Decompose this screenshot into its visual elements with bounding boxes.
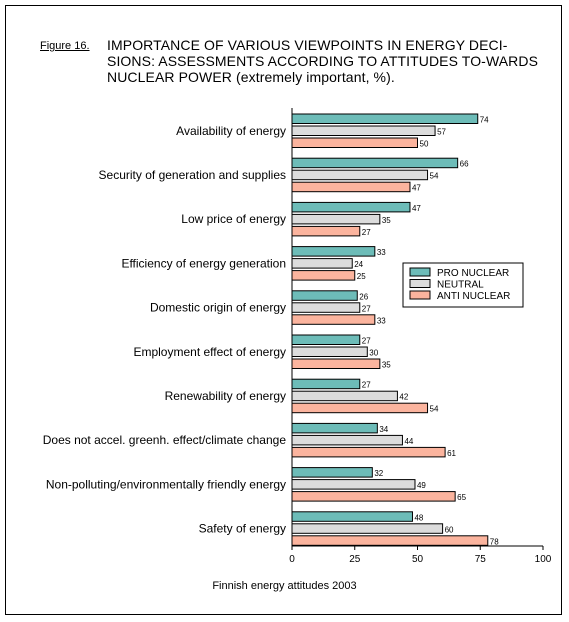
data-label: 54	[430, 172, 439, 181]
bar-pro	[291, 467, 373, 478]
x-tick-label: 50	[412, 554, 424, 565]
bar-neutral	[291, 169, 429, 181]
bar-anti	[291, 225, 361, 237]
bar-pro	[291, 511, 413, 522]
category-label: Non-polluting/environmentally friendly e…	[46, 477, 286, 491]
bar-neutral	[291, 523, 444, 534]
category-label: Availability of energy	[176, 124, 286, 138]
data-label: 34	[379, 425, 388, 434]
bars-layer: Availability of energy 74 57 50 Security of …	[43, 113, 499, 546]
bar-pro	[291, 201, 411, 213]
bar-pro	[291, 378, 361, 390]
bar-neutral	[291, 390, 398, 402]
data-label: 42	[399, 393, 408, 402]
figure-frame	[5, 5, 562, 615]
data-label: 60	[445, 525, 454, 534]
figure-label: Figure 16.	[40, 40, 90, 52]
legend-swatch-neutral	[409, 279, 431, 288]
bar-neutral	[291, 258, 353, 269]
data-label: 47	[412, 184, 421, 193]
bar-neutral	[291, 346, 368, 357]
data-label: 24	[354, 260, 363, 269]
data-label: 32	[374, 469, 383, 478]
bar-pro	[291, 157, 459, 169]
bar-neutral	[291, 213, 381, 225]
bar-anti	[291, 535, 489, 546]
data-label: 48	[414, 513, 423, 522]
category-label: Low price of energy	[181, 212, 286, 226]
bar-anti	[291, 137, 418, 148]
legend-label: ANTI NUCLEAR	[437, 291, 510, 302]
bar-anti	[291, 446, 446, 458]
data-label: 61	[447, 449, 456, 458]
data-label: 33	[377, 316, 386, 325]
source-note: Finnish energy attitudes 2003	[212, 580, 357, 592]
legend-swatch-pro	[409, 267, 431, 277]
data-label: 47	[412, 204, 421, 213]
legend-swatch-anti	[409, 290, 431, 300]
bar-pro	[291, 113, 479, 124]
data-label: 25	[357, 272, 366, 281]
x-tick-label: 0	[289, 554, 295, 565]
data-label: 78	[490, 537, 499, 546]
bar-anti	[291, 491, 456, 502]
data-label: 27	[362, 304, 371, 313]
x-axis: 0 25 50 75 100	[289, 108, 552, 565]
x-tick-label: 100	[535, 554, 552, 565]
bar-neutral	[291, 302, 361, 313]
bar-pro	[291, 290, 358, 301]
bar-anti	[291, 314, 376, 325]
data-label: 27	[362, 228, 371, 237]
category-label: Safety of energy	[199, 522, 286, 536]
category-label: Domestic origin of energy	[150, 301, 286, 315]
data-label: 27	[362, 337, 371, 346]
data-label: 30	[369, 349, 378, 358]
chart-title: IMPORTANCE OF VARIOUS VIEWPOINTS IN ENER…	[107, 37, 539, 85]
legend-label: PRO NUCLEAR	[437, 268, 509, 279]
bar-anti	[291, 402, 429, 414]
bar-pro	[291, 246, 376, 257]
data-label: 35	[382, 216, 391, 225]
data-label: 26	[359, 292, 368, 301]
legend-label: NEUTRAL	[437, 280, 484, 291]
data-label: 35	[382, 361, 391, 370]
category-label: Does not accel. greenh. effect/climate c…	[43, 433, 287, 447]
category-label: Efficiency of energy generation	[121, 256, 286, 270]
x-tick-label: 75	[475, 554, 487, 565]
data-label: 66	[460, 160, 469, 169]
bar-anti	[291, 358, 381, 369]
bar-neutral	[291, 434, 403, 446]
category-label: Employment effect of energy	[133, 345, 286, 359]
bar-neutral	[291, 125, 436, 136]
bar-neutral	[291, 479, 416, 490]
data-label: 65	[457, 493, 466, 502]
category-label: Security of generation and supplies	[99, 168, 286, 182]
data-label: 57	[437, 128, 446, 137]
category-label: Renewability of energy	[165, 389, 286, 403]
data-label: 74	[480, 116, 489, 125]
data-label: 27	[362, 381, 371, 390]
bar-anti	[291, 181, 411, 193]
data-label: 49	[417, 481, 426, 490]
data-label: 33	[377, 248, 386, 257]
data-label: 50	[420, 140, 429, 149]
bar-pro	[291, 334, 361, 345]
data-label: 44	[404, 437, 413, 446]
bar-anti	[291, 270, 356, 281]
x-tick-label: 25	[349, 554, 361, 565]
bar-pro	[291, 422, 378, 434]
data-label: 54	[430, 405, 439, 414]
